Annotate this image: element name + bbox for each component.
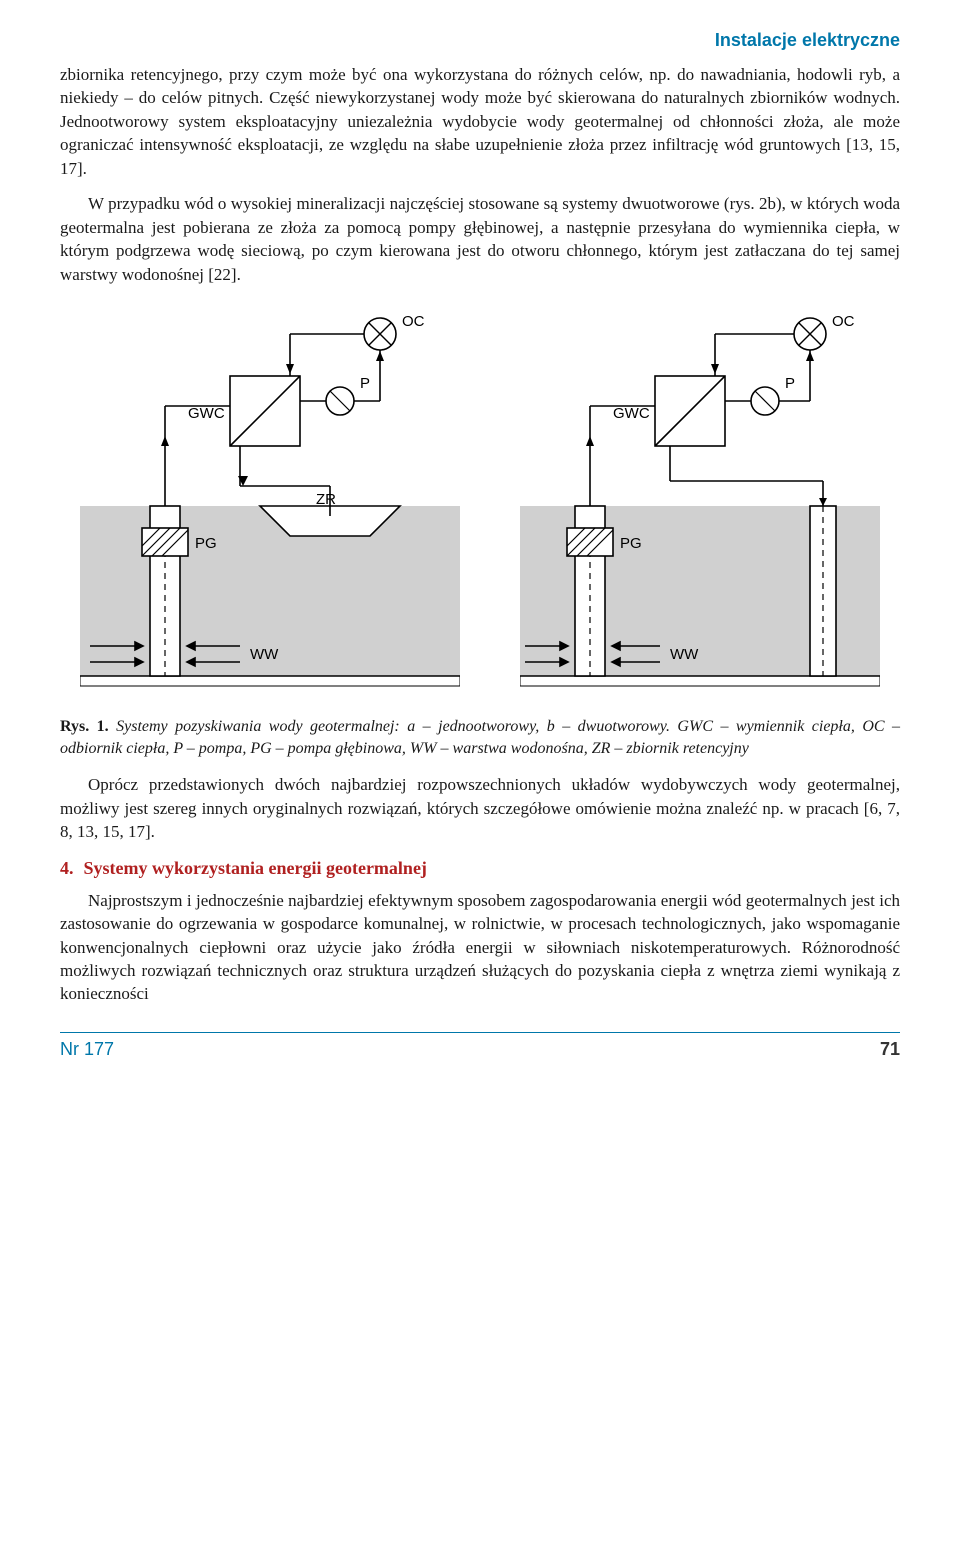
label-pg-a: PG <box>195 535 217 552</box>
label-ww-b: WW <box>670 646 699 663</box>
label-zr: ZR <box>316 491 336 508</box>
figure-caption: Rys. 1. Systemy pozyskiwania wody geoter… <box>60 716 900 759</box>
label-pg-b: PG <box>620 535 642 552</box>
figure-1: PG WW GWC ZR <box>60 306 900 706</box>
label-p-a: P <box>360 375 370 392</box>
header-category: Instalacje elektryczne <box>60 30 900 51</box>
footer-page-number: 71 <box>880 1039 900 1060</box>
label-gwc-a: GWC <box>188 405 225 422</box>
page-footer: Nr 177 71 <box>60 1032 900 1060</box>
paragraph-3: Oprócz przedstawionych dwóch najbardziej… <box>60 773 900 843</box>
section-title: Systemy wykorzystania energii geotermaln… <box>84 858 427 878</box>
paragraph-1: zbiornika retencyjnego, przy czym może b… <box>60 63 900 180</box>
diagram-a: PG WW GWC ZR <box>80 306 460 706</box>
paragraph-4: Najprostszym i jednocześnie najbardziej … <box>60 889 900 1006</box>
label-oc-a: OC <box>402 313 425 330</box>
caption-body: Systemy pozyskiwania wody geotermalnej: … <box>60 718 900 757</box>
label-ww-a: WW <box>250 646 279 663</box>
paragraph-2: W przypadku wód o wysokiej mineralizacji… <box>60 192 900 286</box>
footer-issue: Nr 177 <box>60 1039 114 1060</box>
section-number: 4. <box>60 858 74 878</box>
section-heading: 4. Systemy wykorzystania energii geoterma… <box>60 858 900 879</box>
diagram-b: PG WW GWC <box>520 306 880 706</box>
label-p-b: P <box>785 375 795 392</box>
caption-lead: Rys. 1. <box>60 718 109 735</box>
label-oc-b: OC <box>832 313 855 330</box>
label-gwc-b: GWC <box>613 405 650 422</box>
